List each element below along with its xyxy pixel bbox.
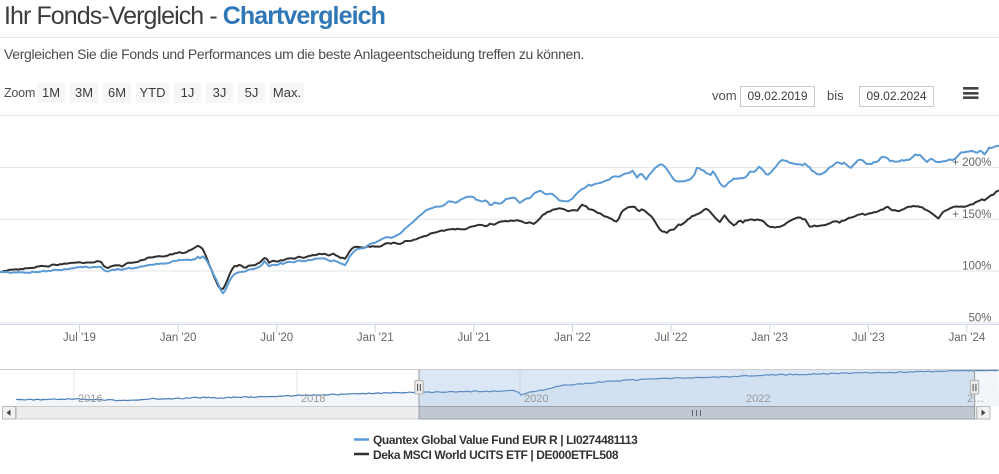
svg-text:Jul '21: Jul '21 bbox=[457, 332, 490, 344]
svg-text:Jul '19: Jul '19 bbox=[63, 332, 96, 344]
svg-text:100%: 100% bbox=[962, 261, 991, 273]
svg-text:Jul '22: Jul '22 bbox=[655, 332, 688, 344]
svg-text:2020: 2020 bbox=[524, 393, 548, 405]
svg-text:Jan '20: Jan '20 bbox=[160, 332, 197, 344]
svg-text:2…: 2… bbox=[967, 393, 984, 405]
svg-text:2022: 2022 bbox=[746, 393, 770, 405]
svg-text:2018: 2018 bbox=[301, 393, 325, 405]
svg-text:Jan '22: Jan '22 bbox=[554, 332, 591, 344]
svg-text:Jul '20: Jul '20 bbox=[260, 332, 293, 344]
svg-text:Jan '21: Jan '21 bbox=[357, 332, 394, 344]
svg-text:50%: 50% bbox=[968, 312, 991, 324]
svg-text:Jul '23: Jul '23 bbox=[852, 332, 885, 344]
svg-text:+ 150%: + 150% bbox=[952, 209, 991, 221]
svg-text:2016: 2016 bbox=[78, 393, 102, 405]
svg-text:Jan '23: Jan '23 bbox=[751, 332, 788, 344]
svg-text:+ 200%: + 200% bbox=[952, 157, 991, 169]
svg-text:Jan '24: Jan '24 bbox=[949, 332, 986, 344]
